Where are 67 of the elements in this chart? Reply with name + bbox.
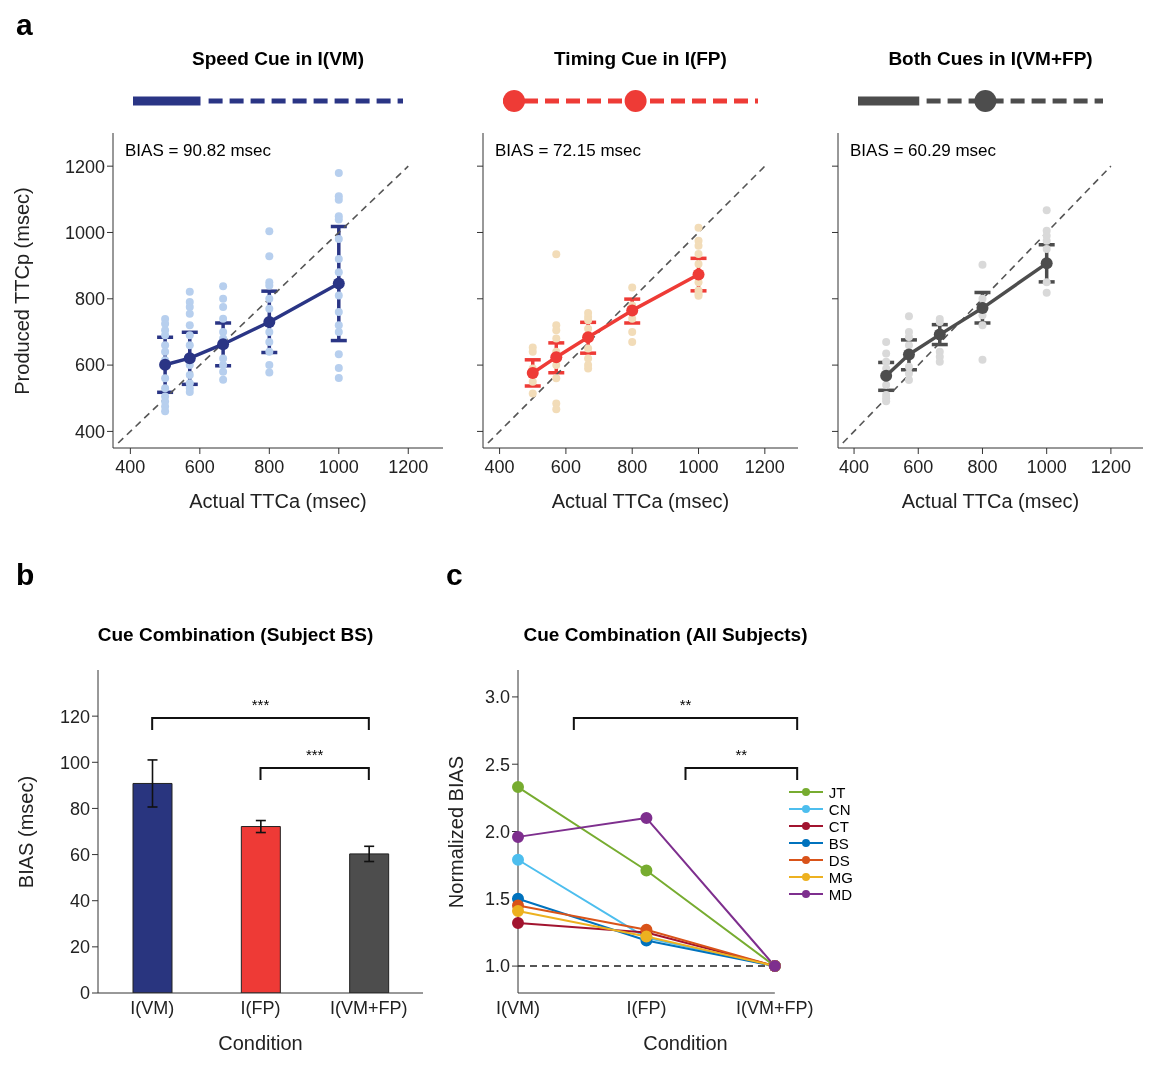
y-tick-label: 1000 bbox=[64, 222, 105, 243]
x-tick-label: I(VM) bbox=[130, 997, 175, 1018]
y-tick-label: 60 bbox=[69, 844, 90, 865]
y-tick-label: 100 bbox=[59, 752, 90, 773]
x-tick-label: I(FP) bbox=[626, 997, 667, 1018]
legend-label: CN bbox=[828, 800, 851, 818]
legend-label: MD bbox=[828, 885, 853, 903]
annotation: BIAS = 90.82 msec bbox=[125, 141, 271, 161]
y-tick-label: 2.0 bbox=[484, 821, 510, 842]
y-axis-title: Normalized BIAS bbox=[444, 755, 468, 908]
legend-label: BS bbox=[828, 834, 849, 852]
y-tick-label: 2.5 bbox=[484, 754, 510, 775]
annotation: ** bbox=[735, 746, 748, 763]
chart-title: Timing Cue in I(FP) bbox=[553, 48, 728, 70]
y-tick-label: 20 bbox=[69, 937, 90, 958]
x-tick-label: 1000 bbox=[1026, 456, 1067, 477]
x-axis-title: Actual TTCa (msec) bbox=[900, 490, 1081, 513]
x-tick-label: 1200 bbox=[388, 456, 429, 477]
y-tick-label: 120 bbox=[59, 706, 90, 727]
legend-label: CT bbox=[828, 817, 849, 835]
annotation: ** bbox=[679, 696, 692, 713]
x-tick-label: 800 bbox=[254, 456, 285, 477]
y-tick-label: 3.0 bbox=[484, 687, 510, 708]
x-axis-title: Condition bbox=[217, 1032, 304, 1055]
chart-title: Cue Combination (All Subjects) bbox=[522, 624, 809, 646]
text: b bbox=[16, 558, 35, 592]
x-tick-label: I(VM+FP) bbox=[330, 997, 408, 1018]
x-tick-label: 400 bbox=[115, 456, 146, 477]
x-axis-title: Actual TTCa (msec) bbox=[550, 490, 731, 513]
y-axis-title: Produced TTCp (msec) bbox=[10, 186, 34, 395]
chart-title: Both Cues in I(VM+FP) bbox=[887, 48, 1094, 70]
x-axis-title: Actual TTCa (msec) bbox=[188, 490, 368, 513]
y-tick-label: 1.0 bbox=[484, 956, 510, 977]
legend-label: MG bbox=[828, 868, 853, 886]
y-tick-label: 600 bbox=[74, 355, 105, 376]
annotation: BIAS = 60.29 msec bbox=[850, 141, 996, 161]
x-tick-label: I(VM+FP) bbox=[736, 997, 814, 1018]
annotation: *** bbox=[305, 746, 324, 763]
x-tick-label: 1200 bbox=[1090, 456, 1131, 477]
x-tick-label: 1000 bbox=[318, 456, 359, 477]
x-tick-label: 600 bbox=[903, 456, 934, 477]
y-tick-label: 40 bbox=[69, 891, 90, 912]
y-tick-label: 1.5 bbox=[484, 889, 510, 910]
x-tick-label: I(VM) bbox=[496, 997, 540, 1018]
legend-label: JT bbox=[828, 783, 846, 801]
legend-label: DS bbox=[828, 851, 850, 869]
y-tick-label: 800 bbox=[74, 289, 105, 310]
y-tick-label: 1200 bbox=[64, 156, 105, 177]
x-tick-label: 800 bbox=[617, 456, 648, 477]
x-tick-label: 400 bbox=[839, 456, 870, 477]
y-tick-label: 400 bbox=[74, 421, 105, 442]
y-axis-title: BIAS (msec) bbox=[14, 775, 38, 888]
chart-title: Cue Combination (Subject BS) bbox=[96, 624, 375, 646]
x-tick-label: 600 bbox=[184, 456, 215, 477]
annotation: *** bbox=[251, 696, 270, 713]
x-tick-label: 600 bbox=[550, 456, 581, 477]
annotation: BIAS = 72.15 msec bbox=[495, 141, 641, 161]
x-axis-title: Condition bbox=[642, 1032, 729, 1055]
text: a bbox=[16, 8, 33, 42]
chart-title: Speed Cue in I(VM) bbox=[190, 48, 366, 70]
x-tick-label: I(FP) bbox=[240, 997, 281, 1018]
x-tick-label: 1200 bbox=[744, 456, 785, 477]
x-tick-label: 800 bbox=[967, 456, 998, 477]
text: c bbox=[446, 558, 463, 592]
y-tick-label: 0 bbox=[79, 983, 90, 1004]
x-tick-label: 1000 bbox=[678, 456, 719, 477]
y-tick-label: 80 bbox=[69, 798, 90, 819]
